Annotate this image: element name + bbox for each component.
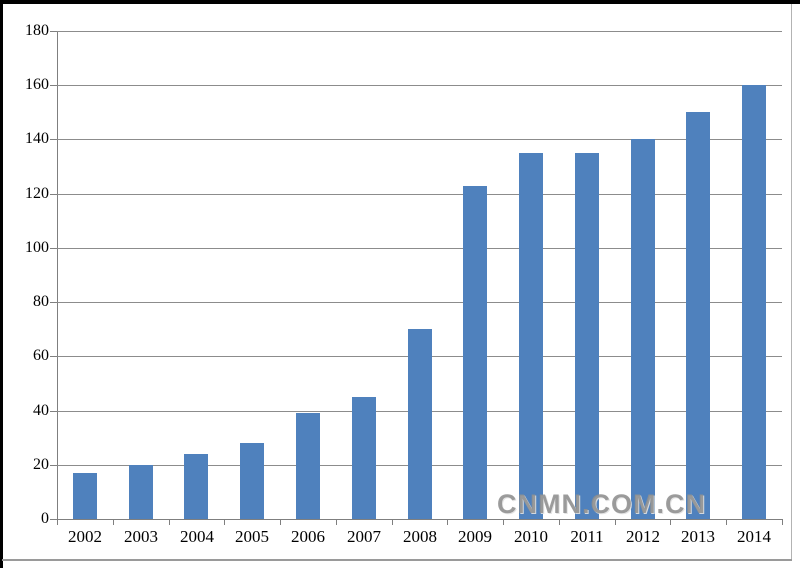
y-axis-tick — [50, 411, 57, 412]
bar-2005 — [240, 443, 264, 519]
y-tick-label-20: 20 — [33, 456, 49, 473]
x-axis-tick — [782, 519, 783, 525]
bar-2007 — [352, 397, 376, 519]
x-axis-tick — [503, 519, 504, 525]
plot-area: 0 20 40 60 80 100 120 140 160 180 2002 2003 2004 2005… — [25, 22, 783, 546]
y-tick-label-120: 120 — [25, 185, 49, 202]
y-axis-tick — [50, 85, 57, 86]
frame-border-top — [0, 0, 800, 4]
y-tick-label-80: 80 — [33, 293, 49, 310]
frame-border-bottom — [2, 559, 792, 561]
x-axis-tick — [392, 519, 393, 525]
gridline-120 — [57, 194, 782, 195]
x-tick-label-2010: 2010 — [514, 527, 548, 546]
bar-2004 — [184, 454, 208, 519]
frame-border-left — [0, 0, 3, 568]
x-axis-tick — [615, 519, 616, 525]
y-axis-tick — [50, 31, 57, 32]
x-tick-label-2012: 2012 — [626, 527, 660, 546]
bar-2011 — [575, 153, 599, 519]
x-tick-label-2006: 2006 — [291, 527, 325, 546]
y-axis-tick — [50, 356, 57, 357]
x-axis-tick — [559, 519, 560, 525]
x-axis-tick — [726, 519, 727, 525]
x-tick-label-2009: 2009 — [458, 527, 492, 546]
x-tick-label-2002: 2002 — [68, 527, 102, 546]
x-axis-tick — [280, 519, 281, 525]
bar-2012 — [631, 139, 655, 519]
bar-2013 — [686, 112, 710, 519]
y-tick-label-60: 60 — [33, 347, 49, 364]
bar-2006 — [296, 413, 320, 519]
bar-2010 — [519, 153, 543, 519]
y-axis-tick — [50, 519, 57, 520]
y-tick-label-100: 100 — [25, 239, 49, 256]
bar-2003 — [129, 465, 153, 519]
x-tick-label-2007: 2007 — [347, 527, 381, 546]
x-tick-label-2008: 2008 — [403, 527, 437, 546]
x-tick-label-2004: 2004 — [180, 527, 214, 546]
y-axis-line — [57, 31, 58, 520]
x-axis-tick — [169, 519, 170, 525]
x-axis-tick — [336, 519, 337, 525]
x-axis-tick — [224, 519, 225, 525]
y-axis-tick — [50, 139, 57, 140]
gridline-0 — [57, 519, 782, 520]
y-axis-tick — [50, 194, 57, 195]
x-axis-tick — [57, 519, 58, 525]
x-axis-tick — [113, 519, 114, 525]
x-tick-label-2003: 2003 — [124, 527, 158, 546]
y-tick-label-160: 160 — [25, 76, 49, 93]
gridline-160 — [57, 85, 782, 86]
bar-2014 — [742, 85, 766, 519]
y-axis-tick — [50, 465, 57, 466]
y-axis-tick — [50, 302, 57, 303]
gridline-100 — [57, 248, 782, 249]
x-tick-label-2005: 2005 — [235, 527, 269, 546]
bar-2002 — [73, 473, 97, 519]
gridline-140 — [57, 139, 782, 140]
x-axis-tick — [447, 519, 448, 525]
x-axis-tick — [670, 519, 671, 525]
y-tick-label-180: 180 — [25, 22, 49, 39]
y-tick-label-140: 140 — [25, 130, 49, 147]
y-tick-label-40: 40 — [33, 402, 49, 419]
watermark: CNMN.COM.CN — [497, 489, 706, 519]
frame-border-right — [791, 4, 792, 560]
gridline-180 — [57, 31, 782, 32]
gridline-80 — [57, 302, 782, 303]
x-tick-label-2013: 2013 — [681, 527, 715, 546]
y-tick-label-0: 0 — [41, 510, 49, 527]
x-tick-label-2014: 2014 — [737, 527, 771, 546]
x-tick-label-2011: 2011 — [570, 527, 604, 546]
y-axis-tick — [50, 248, 57, 249]
bar-2008 — [408, 329, 432, 519]
bar-2009 — [463, 186, 487, 519]
